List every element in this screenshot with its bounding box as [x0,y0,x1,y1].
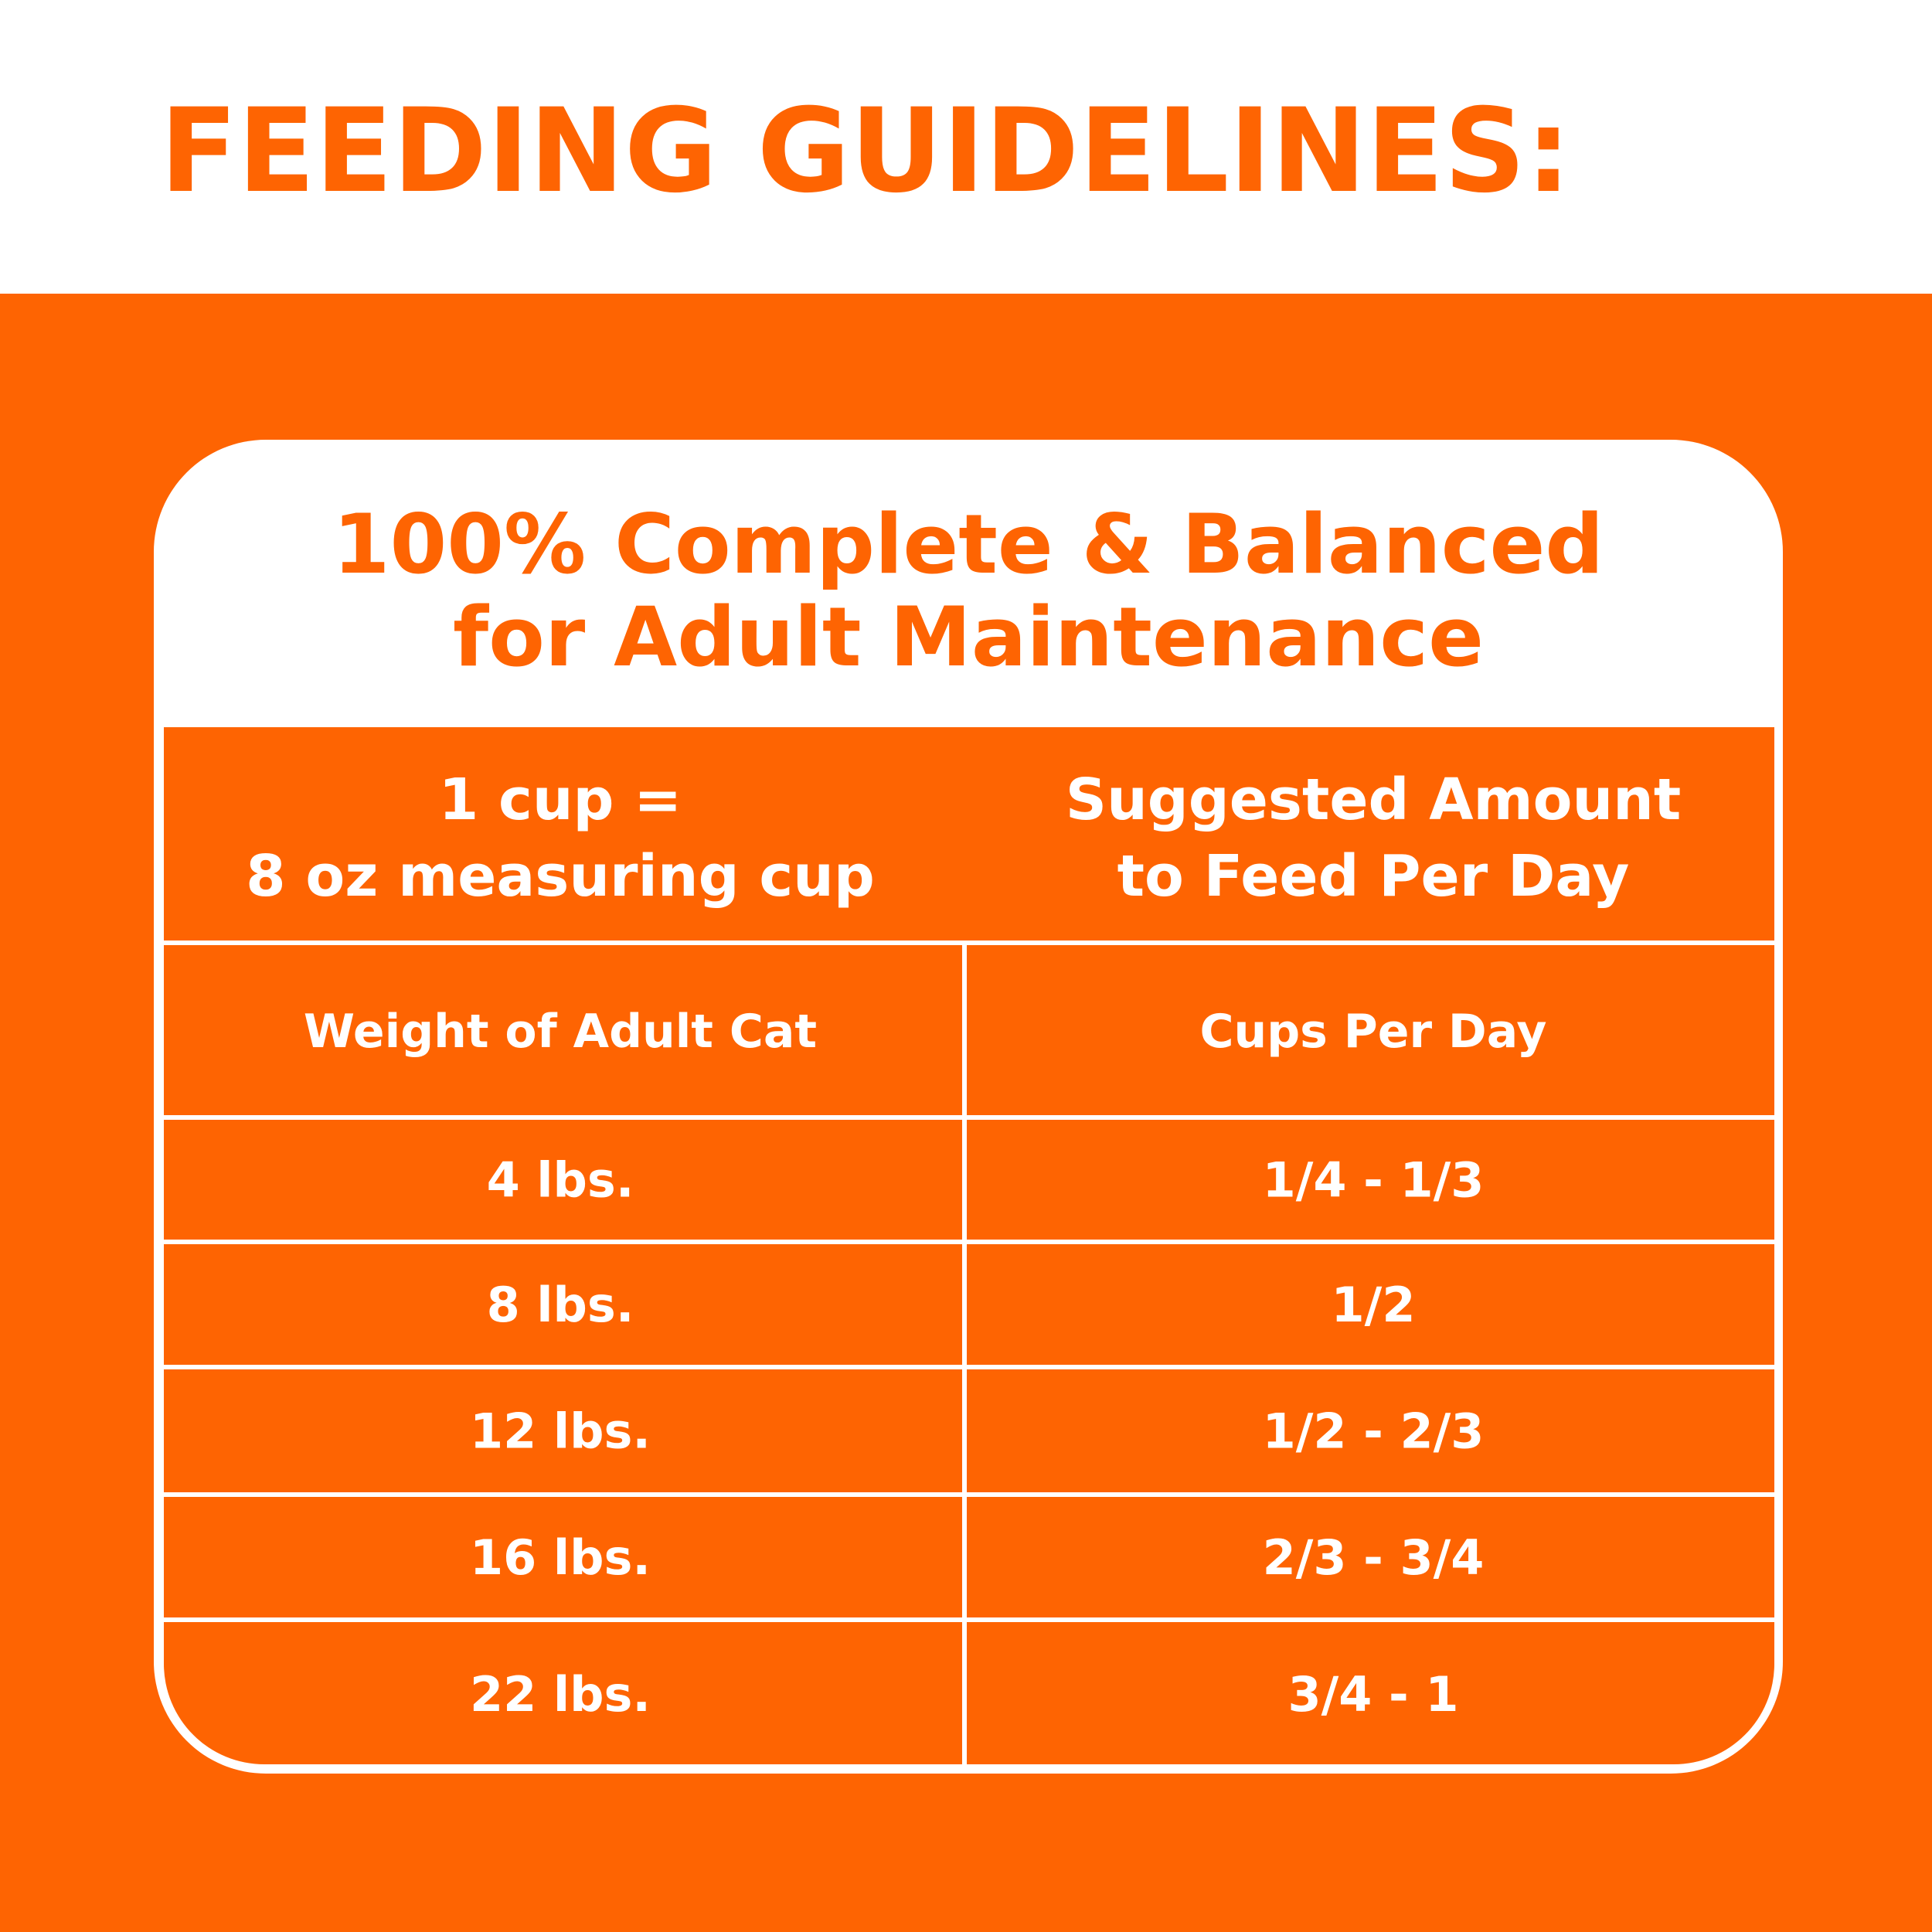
table-cell: 1/4 - 1/3 [1263,1152,1485,1209]
table-cells: 1 cup = 8 oz measuring cup Suggested Amoun… [246,767,1681,1723]
header-cell: 8 oz measuring cup [246,843,875,910]
card-title: for Adult Maintenance [453,590,1484,685]
card-title: 100% Complete & Balanced [333,497,1604,592]
table-cell: 1/2 [1332,1277,1416,1333]
table-cell: 16 lbs. [470,1529,651,1586]
column-header: Weight of Adult Cat [304,1005,817,1059]
header-cell: 1 cup = [439,767,682,833]
table-cell: 4 lbs. [487,1152,634,1209]
table-cell: 8 lbs. [487,1277,634,1333]
page-title: FEEDING GUIDELINES: [160,84,1571,219]
table-cell: 22 lbs. [470,1666,651,1723]
column-header: Cups Per Day [1199,1005,1546,1059]
table-cell: 1/2 - 2/3 [1263,1403,1485,1460]
table-cell: 3/4 - 1 [1288,1666,1459,1723]
table-area [164,727,1774,1764]
table-cell: 2/3 - 3/4 [1263,1529,1485,1586]
table-lines [164,940,1774,1768]
header-cell: to Feed Per Day [1117,843,1630,910]
header-cell: Suggested Amount [1066,767,1681,833]
table-cell: 12 lbs. [470,1403,651,1460]
top-band [0,0,1932,294]
